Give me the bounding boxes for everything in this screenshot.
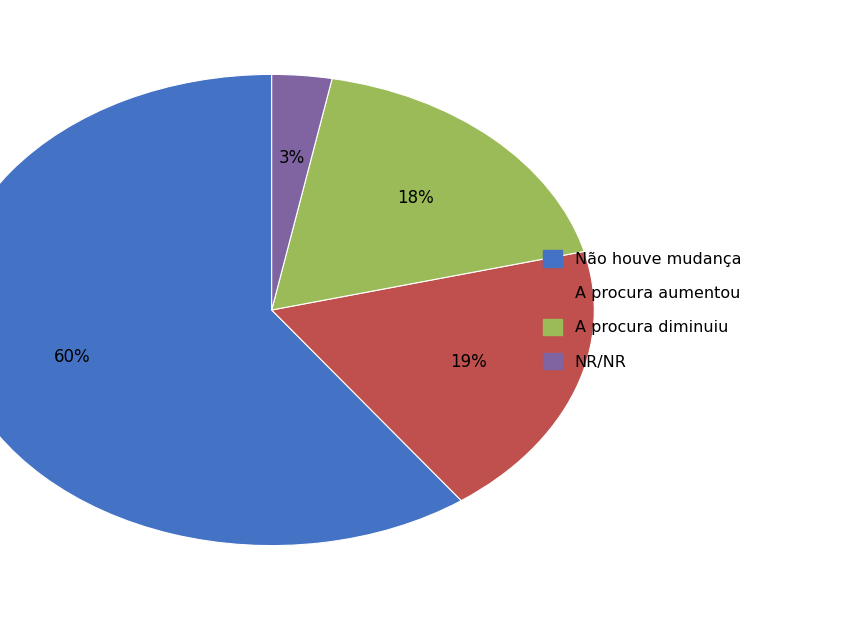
Text: 60%: 60% bbox=[54, 348, 91, 366]
Text: 3%: 3% bbox=[278, 149, 305, 167]
Text: 19%: 19% bbox=[451, 353, 487, 371]
Legend: Não houve mudança, A procura aumentou, A procura diminuiu, NR/NR: Não houve mudança, A procura aumentou, A… bbox=[543, 250, 741, 370]
Wedge shape bbox=[0, 74, 461, 546]
Wedge shape bbox=[272, 251, 594, 500]
Wedge shape bbox=[272, 74, 332, 310]
Wedge shape bbox=[272, 79, 584, 310]
Text: 18%: 18% bbox=[396, 189, 434, 207]
